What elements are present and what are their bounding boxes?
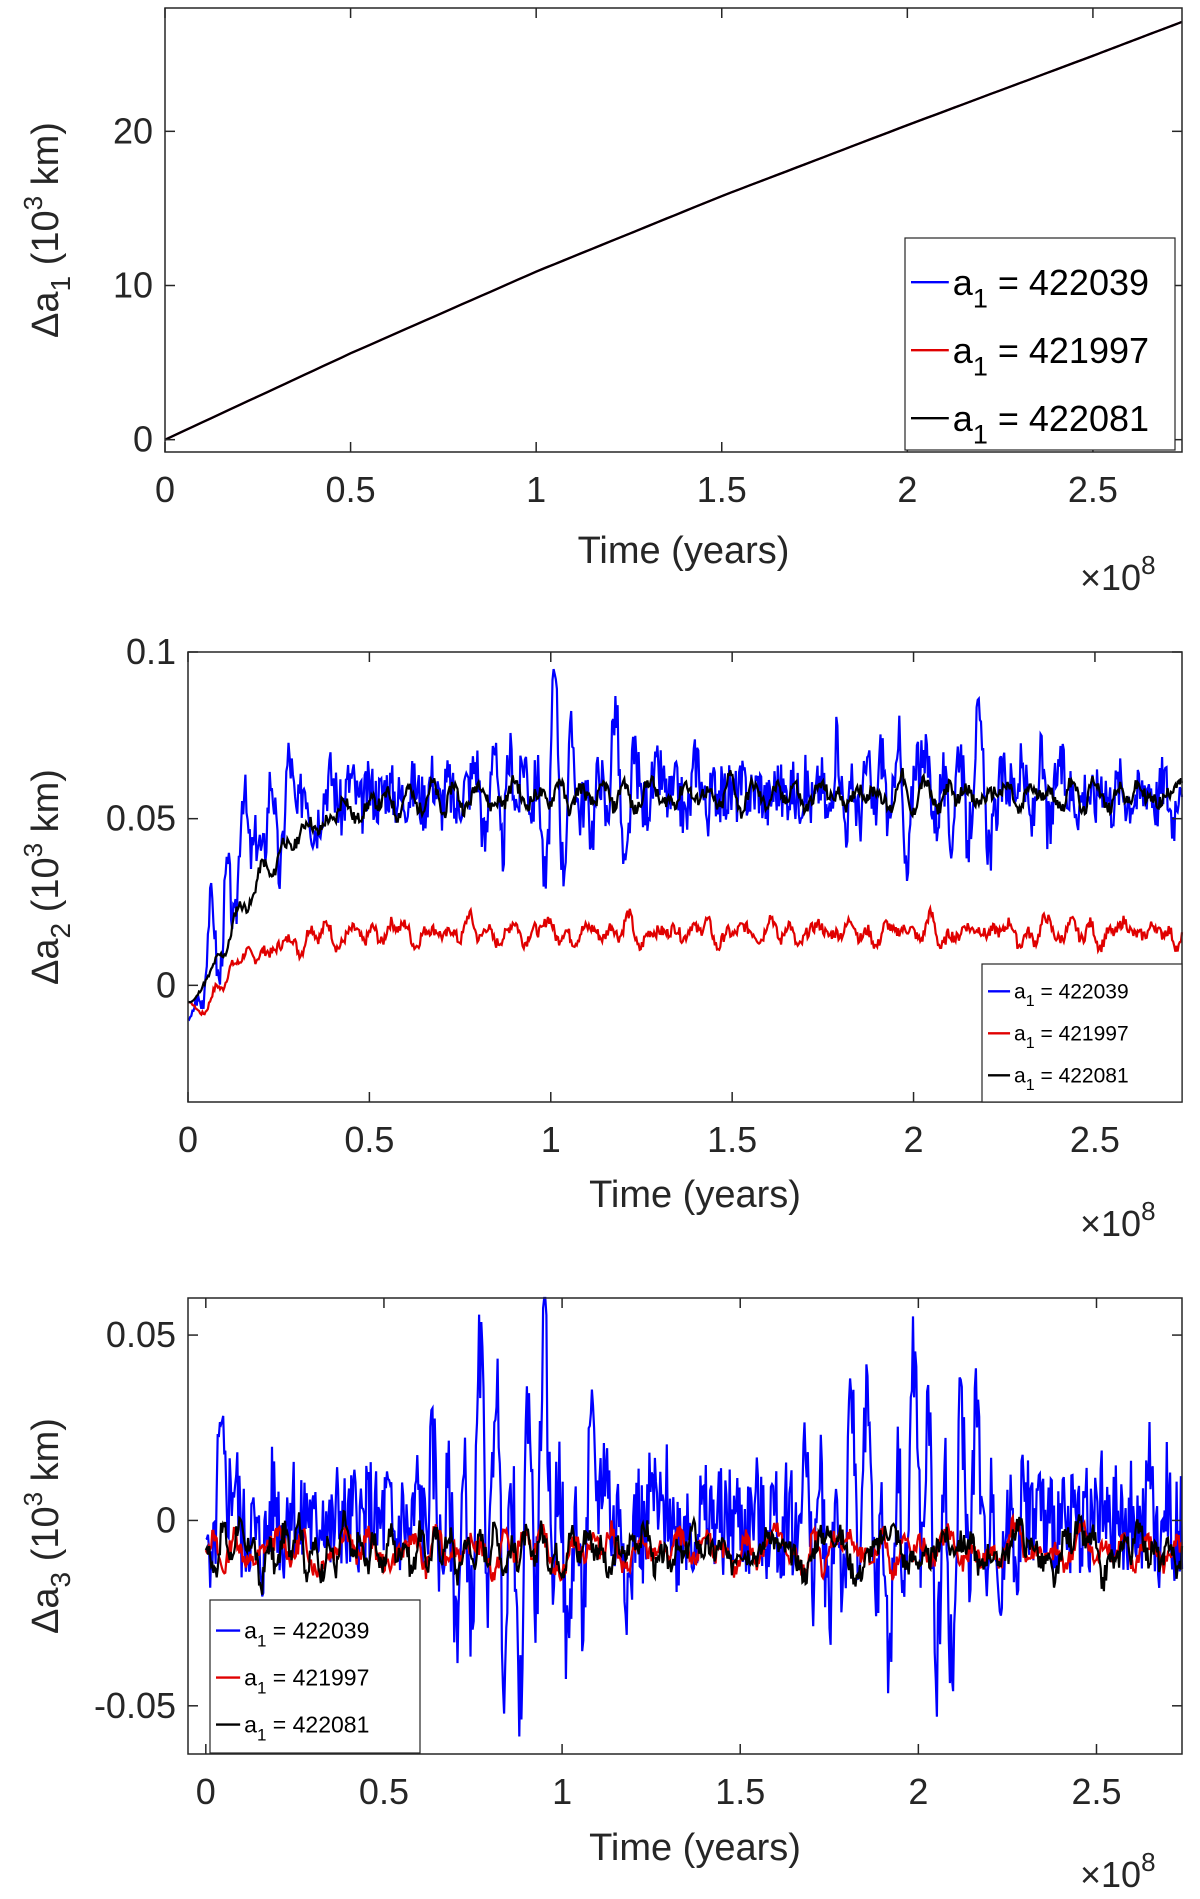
y-tick-label: 0 [133,419,153,460]
legend: a1 = 422039 a1 = 421997 a1 = 422081 [904,237,1176,451]
legend: a1 = 422039 a1 = 421997 a1 = 422081 [209,1599,421,1754]
legend-box [209,1599,421,1754]
x-axis-label: Time (years) [578,530,790,572]
y-tick-label: 20 [113,110,153,151]
x-tick-label: 2.5 [1070,1119,1120,1160]
legend-label-1: a1 = 422039 [244,1618,369,1651]
x-tick-label: 1.5 [697,469,747,510]
y-axis-label: Δa1 (103 km) [18,122,76,338]
x-tick-label: 2 [904,1119,924,1160]
legend-box [981,963,1183,1103]
legend-box [904,237,1176,451]
x-tick-label: 1.5 [715,1771,765,1812]
series-line-2 [187,903,1184,1017]
x-axis-label: Time (years) [589,1174,801,1216]
legend-label-3: a1 = 422081 [953,398,1149,450]
y-axis-label: Δa2 (103 km) [18,769,76,985]
x-tick-label: 0 [178,1119,198,1160]
legend-label-2: a1 = 421997 [244,1665,369,1698]
legend-label-2: a1 = 421997 [1014,1023,1129,1052]
x-tick-label: 2 [897,469,917,510]
chart-panel-2: 0 0.5 1 1.5 2 2.5 0 0.05 0.1 Time (years) ×108 Δa2 … [18,631,1184,1244]
y-axis-label: Δa3 (103 km) [18,1418,76,1634]
series-line-3 [188,767,1184,1004]
legend-label-3: a1 = 422081 [244,1712,369,1745]
x-multiplier: ×108 [1080,1196,1156,1244]
x-tick-label: 2.5 [1068,469,1118,510]
x-tick-label: 2.5 [1071,1771,1121,1812]
x-tick-label: 1 [526,469,546,510]
x-tick-label: 0.5 [344,1119,394,1160]
y-tick-label: 0 [156,964,176,1005]
chart-panel-3: 0 0.5 1 1.5 2 2.5 -0.05 0 0.05 Time (years) ×108 Δa… [18,1296,1184,1895]
axes-box [164,7,1183,453]
axes-box [187,1297,1183,1755]
y-tick-label: 10 [113,265,153,306]
x-tick-label: 0 [155,469,175,510]
x-tick-label: 1 [552,1771,572,1812]
x-tick-label: 1 [541,1119,561,1160]
x-multiplier: ×108 [1080,1847,1156,1895]
x-multiplier: ×108 [1080,550,1156,598]
y-tick-label: 0 [156,1499,176,1540]
x-tick-label: 0 [196,1771,216,1812]
y-tick-label: -0.05 [94,1685,176,1726]
legend-label-3: a1 = 422081 [1014,1065,1129,1094]
series-group [204,1296,1184,1737]
series-group [187,668,1184,1022]
legend-label-1: a1 = 422039 [1014,981,1129,1010]
series-group [164,20,1183,441]
y-tick-label: 0.05 [106,798,176,839]
x-tick-label: 0.5 [359,1771,409,1812]
y-tick-label: 0.05 [106,1314,176,1355]
legend: a1 = 422039 a1 = 421997 a1 = 422081 [981,963,1183,1103]
y-tick-label: 0.1 [126,631,176,672]
x-tick-label: 1.5 [707,1119,757,1160]
legend-label-1: a1 = 422039 [953,262,1149,314]
legend-label-2: a1 = 421997 [953,330,1149,382]
axes-box [187,651,1183,1103]
chart-panel-1: 0 0.5 1 1.5 2 2.5 0 10 20 Time (years) ×108 Δa1 (10… [18,7,1183,598]
x-tick-label: 0.5 [326,469,376,510]
series-line-3 [164,20,1183,441]
series-line-1 [187,668,1184,1022]
series-line-3 [204,1509,1184,1595]
x-axis-label: Time (years) [589,1827,801,1869]
x-tick-label: 2 [908,1771,928,1812]
